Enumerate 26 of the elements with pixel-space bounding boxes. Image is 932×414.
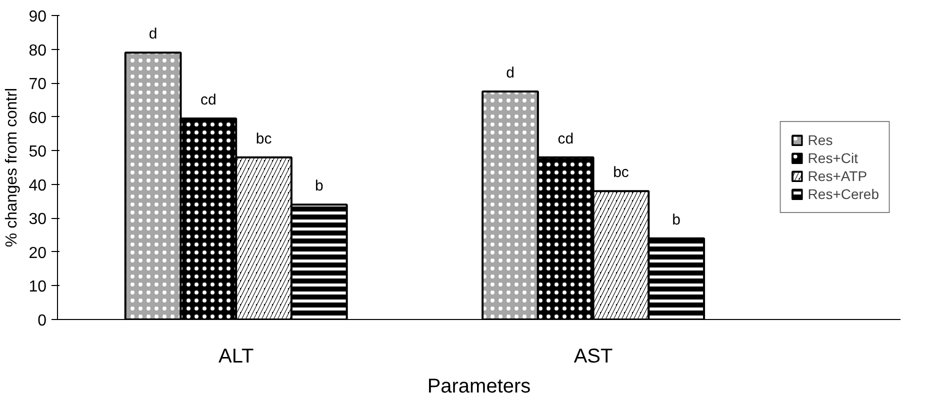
- legend-label: Res+Cit: [808, 150, 858, 166]
- data-label: d: [506, 64, 514, 82]
- y-axis-title: % changes from contrl: [4, 88, 21, 248]
- data-label: b: [314, 178, 324, 195]
- y-tick-label: 0: [38, 312, 47, 330]
- y-tick-label: 80: [28, 42, 47, 60]
- data-label: cd: [558, 130, 574, 148]
- x-tick-label: ALT: [218, 346, 254, 368]
- y-tick-label: 60: [28, 110, 47, 127]
- y-tick-label: 70: [28, 76, 47, 94]
- y-tick-label: 20: [28, 244, 47, 262]
- data-label: b: [672, 211, 681, 228]
- legend-label: Res: [808, 132, 833, 148]
- y-tick-label: 90: [28, 8, 47, 26]
- data-label: d: [148, 26, 158, 43]
- y-tick-label: 10: [28, 278, 47, 296]
- legend-label: Res+Cereb: [808, 186, 879, 202]
- data-label: cd: [200, 92, 216, 109]
- y-tick-label: 40: [28, 177, 47, 194]
- x-axis-title: Parameters: [427, 376, 531, 398]
- y-tick-label: 30: [28, 211, 47, 228]
- data-label: bc: [613, 164, 630, 182]
- y-tick-label: 50: [28, 144, 47, 161]
- data-label: bc: [256, 130, 272, 148]
- legend-label: Res+ATP: [808, 168, 868, 184]
- x-tick-label: AST: [574, 346, 613, 368]
